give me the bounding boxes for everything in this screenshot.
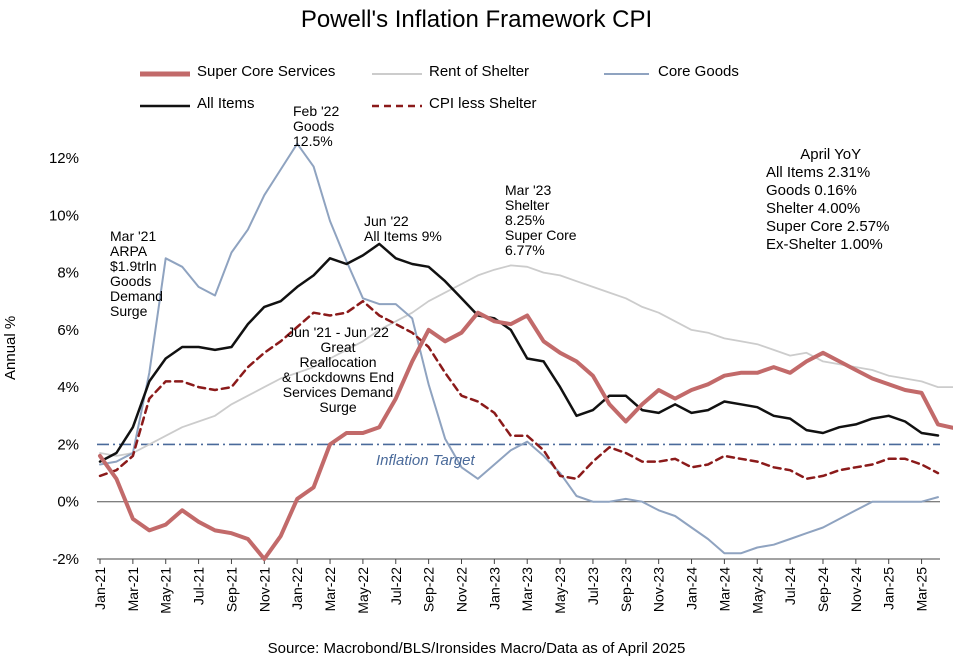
series-line-core-goods: [99, 142, 939, 555]
annotation-feb22: Feb '22 Goods 12.5%: [293, 103, 340, 149]
annotation-jun22: Jun '22 All Items 9%: [364, 213, 442, 244]
legend-swatch-super-core: [140, 71, 190, 77]
legend-label-cpi-less-shelter: CPI less Shelter: [429, 95, 537, 112]
series-line-rent-shelter: [99, 264, 953, 457]
x-tick-label: Jul-24: [782, 567, 798, 605]
legend-swatch-core-goods: [604, 73, 649, 75]
y-tick-label: 0%: [57, 494, 79, 511]
y-axis-label: Annual %: [2, 315, 19, 380]
inflation-target-label: Inflation Target: [376, 452, 475, 469]
april-yoy-shelter: Shelter 4.00%: [766, 200, 861, 217]
source-note: Source: Macrobond/BLS/Ironsides Macro/Da…: [267, 640, 686, 657]
x-tick-label: Sep-24: [815, 567, 831, 612]
x-tick-label: Mar-24: [716, 567, 732, 612]
x-tick-label: Nov-23: [651, 567, 667, 612]
legend-label-super-core: Super Core Services: [197, 63, 336, 80]
x-tick-label: May-24: [749, 567, 765, 614]
x-tick-label: Sep-23: [618, 567, 634, 612]
x-tick-label: Jul-21: [191, 567, 207, 605]
april-yoy-heading: April YoY: [800, 146, 862, 163]
y-tick-label: -2%: [52, 551, 79, 568]
chart-title: Powell's Inflation Framework CPI: [300, 6, 653, 33]
legend-label-all-items: All Items: [197, 95, 255, 112]
y-tick-label: 12%: [49, 150, 79, 167]
april-yoy-box: April YoY All Items 2.31% Goods 0.16% Sh…: [766, 146, 889, 254]
x-tick-label: Nov-22: [453, 567, 469, 612]
x-tick-label: Nov-24: [848, 567, 864, 612]
x-tick-label: May-23: [552, 567, 568, 614]
y-tick-label: 4%: [57, 379, 79, 396]
x-tick-label: Jan-21: [92, 567, 108, 610]
x-tick-label: Jan-25: [881, 567, 897, 610]
y-tick-label: 10%: [49, 207, 79, 224]
y-tick-label: 8%: [57, 265, 79, 282]
annotation-arpa: Mar '21 ARPA $1.9trln Goods Demand Surge: [110, 228, 163, 319]
chart-series: [98, 142, 953, 561]
annotation-mar23: Mar '23 Shelter 8.25% Super Core 6.77%: [505, 182, 577, 258]
x-tick-label: Nov-21: [256, 567, 272, 612]
y-tick-label: 2%: [57, 436, 79, 453]
series-line-cpi-less-shelter: [98, 299, 940, 481]
series-line-super-core: [98, 310, 953, 561]
x-tick-label: Mar-23: [519, 567, 535, 612]
x-tick-label: Mar-22: [322, 567, 338, 612]
x-tick-label: Sep-22: [421, 567, 437, 612]
april-yoy-ex-shelter: Ex-Shelter 1.00%: [766, 236, 883, 253]
x-tick-label: Mar-25: [914, 567, 930, 612]
series-line-all-items: [98, 242, 940, 463]
x-tick-label: Sep-21: [223, 567, 239, 612]
april-yoy-all-items: All Items 2.31%: [766, 164, 871, 181]
x-tick-label: May-21: [158, 567, 174, 614]
april-yoy-goods: Goods 0.16%: [766, 182, 857, 199]
legend-label-core-goods: Core Goods: [658, 63, 739, 80]
legend-label-rent-shelter: Rent of Shelter: [429, 63, 530, 80]
x-tick-label: Jan-23: [486, 567, 502, 610]
x-tick-label: May-22: [355, 567, 371, 614]
annotation-reallocation: Jun '21 - Jun '22 Great Reallocation & L…: [282, 324, 395, 415]
chart-axes: -2% 0% 2% 4% 6% 8% 10% 12% Jan-21 Mar-21 May-21 Jul…: [49, 150, 940, 614]
legend-swatch-cpi-less-shelter: [372, 104, 422, 108]
x-tick-label: Jul-23: [585, 567, 601, 605]
x-tick-label: Jul-22: [388, 567, 404, 605]
legend-swatch-rent-shelter: [372, 73, 422, 75]
x-tick-label: Jan-22: [289, 567, 305, 610]
y-tick-label: 6%: [57, 322, 79, 339]
x-tick-label: Mar-21: [125, 567, 141, 612]
x-tick-label: Jan-24: [684, 567, 700, 610]
legend-swatch-all-items: [140, 104, 190, 108]
april-yoy-super-core: Super Core 2.57%: [766, 218, 890, 235]
